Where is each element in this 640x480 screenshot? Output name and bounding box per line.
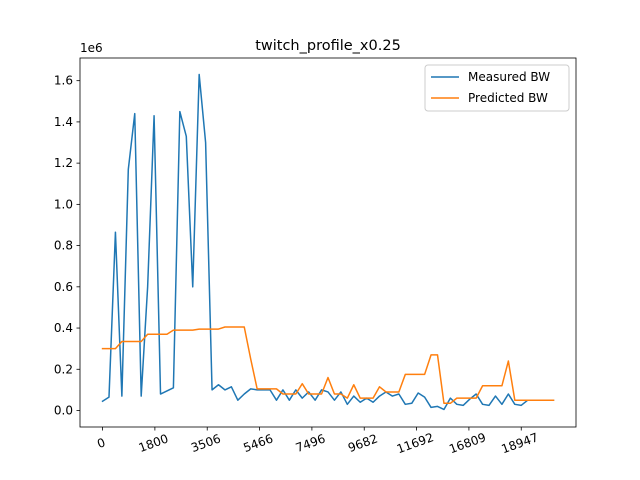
y-tick-label: 0.0 — [54, 404, 73, 418]
series-line-1 — [101, 326, 555, 405]
chart-title: twitch_profile_x0.25 — [255, 38, 401, 54]
plot-frame — [79, 57, 577, 428]
y-tick-label: 1.4 — [54, 115, 73, 129]
legend-label-1: Predicted BW — [468, 91, 548, 105]
plot-lines — [101, 73, 555, 411]
x-tick-label: 0 — [95, 435, 107, 451]
legend-box — [424, 64, 570, 112]
y-tick-label: 1.0 — [54, 197, 73, 211]
y-tick-label: 0.4 — [54, 321, 73, 335]
series-line-0 — [101, 73, 555, 411]
y-tick-label: 1.6 — [54, 74, 73, 88]
y-tick-label: 1.2 — [54, 156, 73, 170]
legend-label-0: Measured BW — [468, 70, 550, 84]
y-tick-label: 0.2 — [54, 362, 73, 376]
y-tick-label: 0.6 — [54, 280, 73, 294]
y-scale-offset-label: 1e6 — [80, 41, 103, 55]
y-tick-label: 0.8 — [54, 239, 73, 253]
legend: Measured BW Predicted BW — [424, 64, 570, 112]
